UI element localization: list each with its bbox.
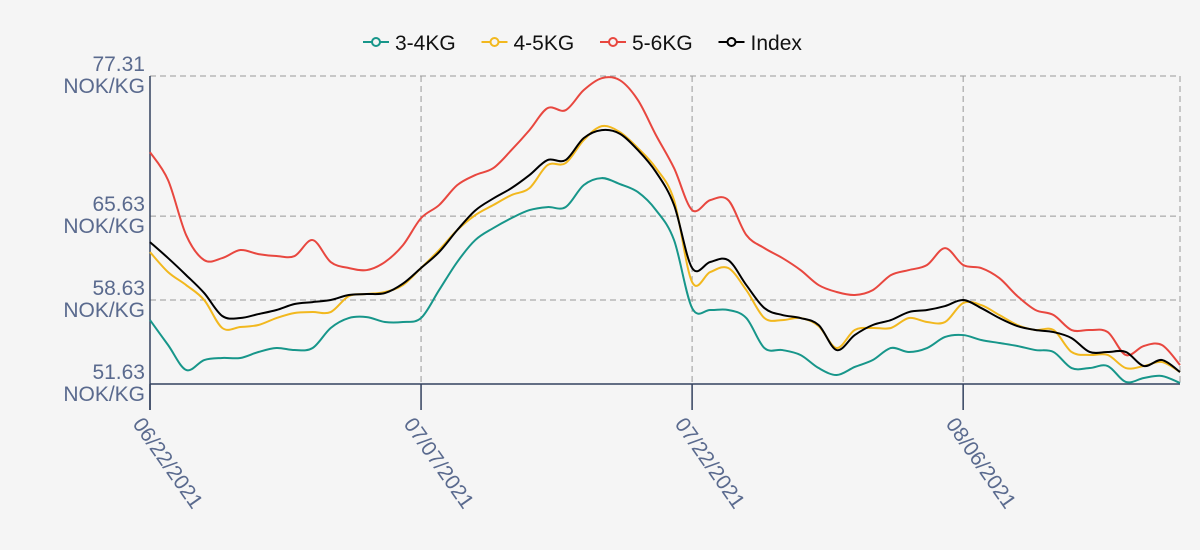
- legend-item: 3-4KG: [363, 32, 456, 55]
- x-tick-label: 08/06/2021: [941, 414, 1020, 513]
- legend-item: Index: [718, 32, 803, 55]
- series-line: [149, 76, 1181, 366]
- legend-label: Index: [751, 32, 803, 55]
- legend-item: 4-5KG: [481, 32, 575, 55]
- x-tick-label: 06/22/2021: [128, 414, 207, 513]
- legend-label: 3-4KG: [395, 32, 456, 55]
- legend-label: 5-6KG: [632, 32, 693, 55]
- legend-item: 5-6KG: [600, 32, 693, 55]
- y-tick-label: 65.63 NOK/KG: [63, 193, 145, 239]
- legend-marker: [726, 37, 737, 47]
- legend-label: 4-5KG: [514, 32, 575, 55]
- legend-marker: [489, 37, 500, 47]
- legend-marker: [608, 37, 618, 47]
- y-tick-label: 51.63 NOK/KG: [63, 361, 145, 406]
- x-tick-label: 07/07/2021: [399, 414, 478, 513]
- series-line: [149, 128, 1181, 373]
- series-line: [149, 177, 1181, 384]
- x-tick-label: 07/22/2021: [670, 414, 749, 513]
- legend-marker: [371, 37, 381, 47]
- y-tick-label: 77.31 NOK/KG: [63, 53, 145, 98]
- y-tick-label: 58.63 NOK/KG: [63, 277, 145, 323]
- series-line: [149, 124, 1181, 373]
